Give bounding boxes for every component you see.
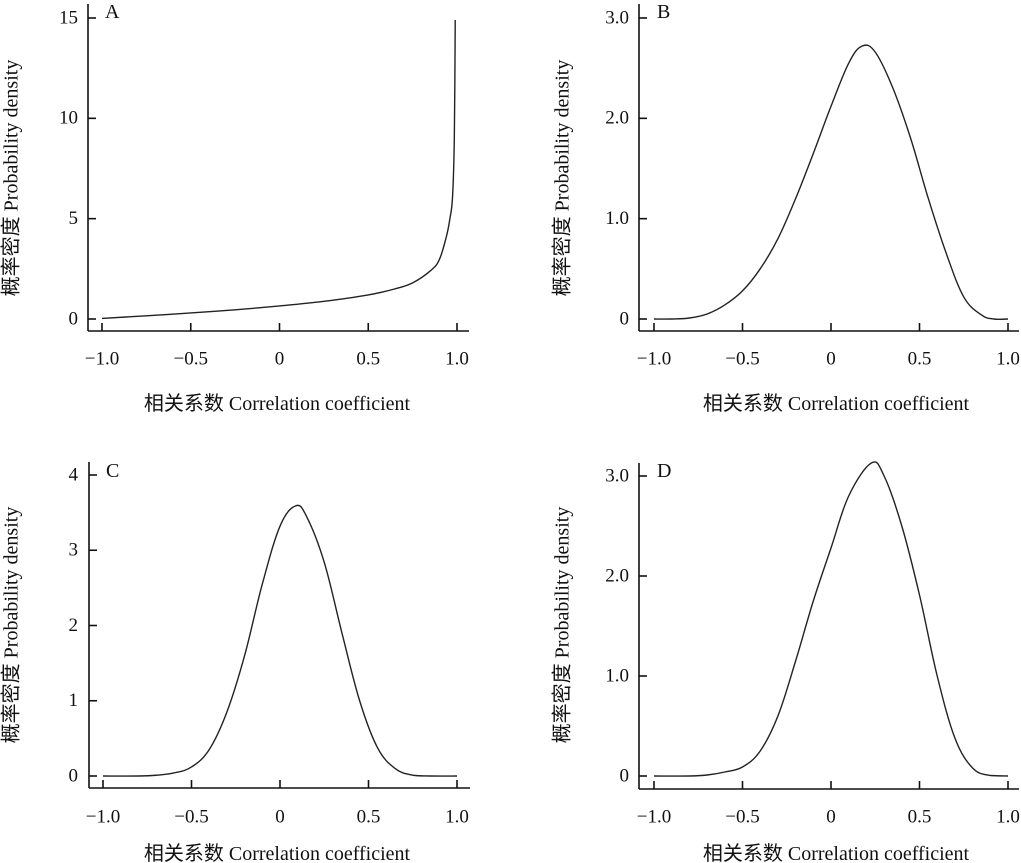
- x-tick-label: 1.0: [996, 806, 1020, 827]
- x-tick-label: −0.5: [725, 348, 759, 369]
- y-tick-label: 1.0: [605, 208, 629, 229]
- density-curve-b: [653, 44, 1009, 321]
- panel-letter: C: [106, 460, 119, 482]
- y-tick-label: 3: [69, 540, 79, 561]
- x-tick-label: −1.0: [86, 806, 120, 827]
- panel-c: −1.0 −0.5 0 0.5 1.0 0 1 2 3 4 C 相关系数 Correlation co…: [0, 460, 470, 863]
- x-tick-label: 0: [826, 348, 836, 369]
- y-tick-label: 4: [69, 464, 79, 485]
- x-tick-label: 0: [826, 806, 836, 827]
- y-tick-label: 2: [69, 615, 79, 636]
- x-tick-label: 0.5: [908, 806, 932, 827]
- y-axis-title: 概率密度 Probability density: [0, 60, 23, 297]
- y-tick-label: 1.0: [605, 665, 629, 686]
- y-tick-label: 3.0: [605, 7, 629, 28]
- x-tick-label: 0: [275, 806, 285, 827]
- x-axis-title: 相关系数 Correlation coefficient: [703, 842, 970, 863]
- y-tick-label: 15: [59, 7, 78, 28]
- x-axis-title: 相关系数 Correlation coefficient: [144, 842, 411, 863]
- y-tick-label: 3.0: [605, 465, 629, 486]
- panel-letter: A: [105, 1, 120, 23]
- x-tick-label: 1.0: [445, 806, 469, 827]
- y-tick-label: 0: [620, 308, 630, 329]
- y-axis-title: 概率密度 Probability density: [0, 507, 23, 744]
- panel-d: −1.0 −0.5 0 0.5 1.0 0 1.0 2.0 3.0 D 相关系数 Correlati…: [551, 460, 1020, 863]
- panel-letter: B: [657, 1, 670, 23]
- panel-b: −1.0 −0.5 0 0.5 1.0 0 1.0 2.0 3.0 B 相关系数 Correlati…: [551, 1, 1020, 415]
- x-tick-label: −0.5: [174, 806, 208, 827]
- x-tick-label: 0.5: [357, 806, 381, 827]
- x-axis-title: 相关系数 Correlation coefficient: [144, 392, 411, 415]
- y-tick-label: 10: [59, 108, 78, 129]
- y-tick-label: 2.0: [605, 565, 629, 586]
- y-tick-label: 2.0: [605, 108, 629, 129]
- panel-a: −1.0 −0.5 0 0.5 1.0 0 5 10 15 A 相关系数 Correlation c…: [0, 1, 469, 415]
- density-curve-c: [102, 504, 458, 777]
- x-tick-label: 1.0: [996, 348, 1020, 369]
- y-tick-label: 0: [69, 308, 79, 329]
- y-axis-title: 概率密度 Probability density: [551, 60, 574, 297]
- y-tick-label: 5: [69, 208, 79, 229]
- x-tick-label: 0.5: [356, 348, 380, 369]
- x-tick-label: −1.0: [85, 348, 119, 369]
- x-tick-label: 0: [275, 348, 285, 369]
- y-tick-label: 1: [69, 690, 79, 711]
- x-tick-label: 0.5: [908, 348, 932, 369]
- x-axis-title: 相关系数 Correlation coefficient: [703, 392, 970, 415]
- density-curve-a: [101, 20, 456, 320]
- panel-letter: D: [657, 460, 671, 482]
- x-tick-label: −0.5: [725, 806, 759, 827]
- y-tick-label: 0: [69, 765, 79, 786]
- density-curve-d: [653, 461, 1009, 777]
- x-tick-label: 1.0: [445, 348, 469, 369]
- y-axis-title: 概率密度 Probability density: [551, 507, 574, 744]
- y-tick-label: 0: [620, 765, 630, 786]
- x-tick-label: −0.5: [174, 348, 208, 369]
- x-tick-label: −1.0: [637, 806, 671, 827]
- x-tick-label: −1.0: [637, 348, 671, 369]
